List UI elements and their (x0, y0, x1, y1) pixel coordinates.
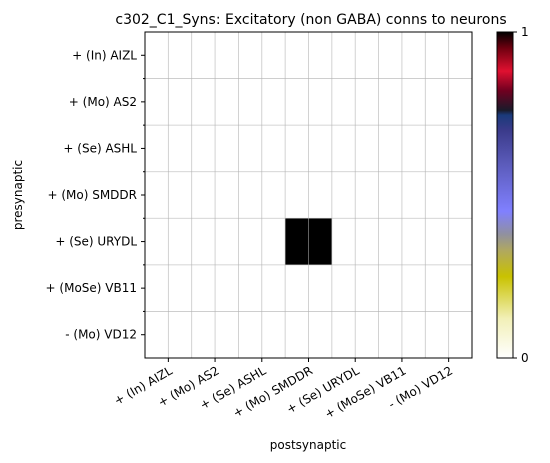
colorbar-tick-label: 0 (521, 351, 529, 365)
x-tick-label: + (Mo) SMDDR (230, 363, 315, 420)
colorbar-ticks: 01 (513, 25, 529, 365)
y-tick-label: + (Mo) AS2 (69, 95, 137, 109)
chart-title: c302_C1_Syns: Excitatory (non GABA) conn… (115, 12, 506, 28)
y-tick-label: + (In) AIZL (72, 48, 137, 62)
colorbar-gradient (496, 31, 514, 359)
heatmap-grid (145, 32, 472, 358)
colorbar-tick-label: 1 (521, 25, 529, 39)
y-tick-label: + (Se) URYDL (55, 235, 137, 249)
colorbar: 01 (496, 25, 529, 365)
x-tick-label: + (MoSe) VB11 (322, 363, 408, 421)
y-tick-label: - (Mo) VD12 (65, 328, 137, 342)
y-axis-label: presynaptic (11, 160, 25, 230)
x-axis-label: postsynaptic (270, 438, 346, 452)
x-axis: + (In) AIZL+ (Mo) AS2+ (Se) ASHL+ (Mo) S… (112, 358, 455, 421)
y-tick-label: + (MoSe) VB11 (46, 281, 137, 295)
y-tick-label: + (Se) ASHL (63, 141, 137, 155)
y-tick-label: + (Mo) SMDDR (47, 188, 137, 202)
y-axis: + (In) AIZL + (Mo) AS2 + (Se) ASHL + (Mo) S… (46, 48, 145, 342)
